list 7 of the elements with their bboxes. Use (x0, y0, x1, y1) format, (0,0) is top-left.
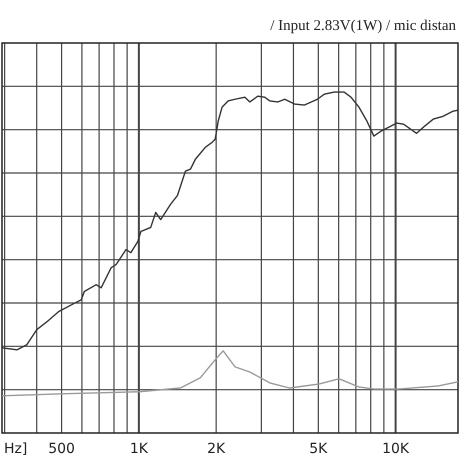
x-tick-label: 10K (382, 441, 410, 457)
x-axis-title: Hz] (4, 441, 28, 457)
x-tick-label: 1K (130, 441, 149, 457)
chart-title: / Input 2.83V(1W) / mic distan (270, 18, 456, 34)
x-tick-label: 2K (207, 441, 226, 457)
x-tick-label: 5K (309, 441, 328, 457)
x-tick-label: 500 (48, 441, 75, 457)
